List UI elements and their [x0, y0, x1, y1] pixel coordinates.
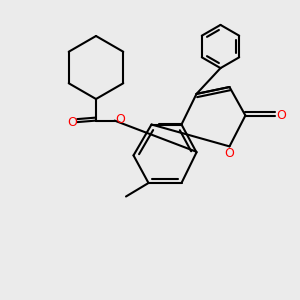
Text: O: O [276, 109, 286, 122]
Text: O: O [115, 112, 124, 126]
Text: O: O [225, 147, 234, 161]
Text: O: O [67, 116, 77, 129]
